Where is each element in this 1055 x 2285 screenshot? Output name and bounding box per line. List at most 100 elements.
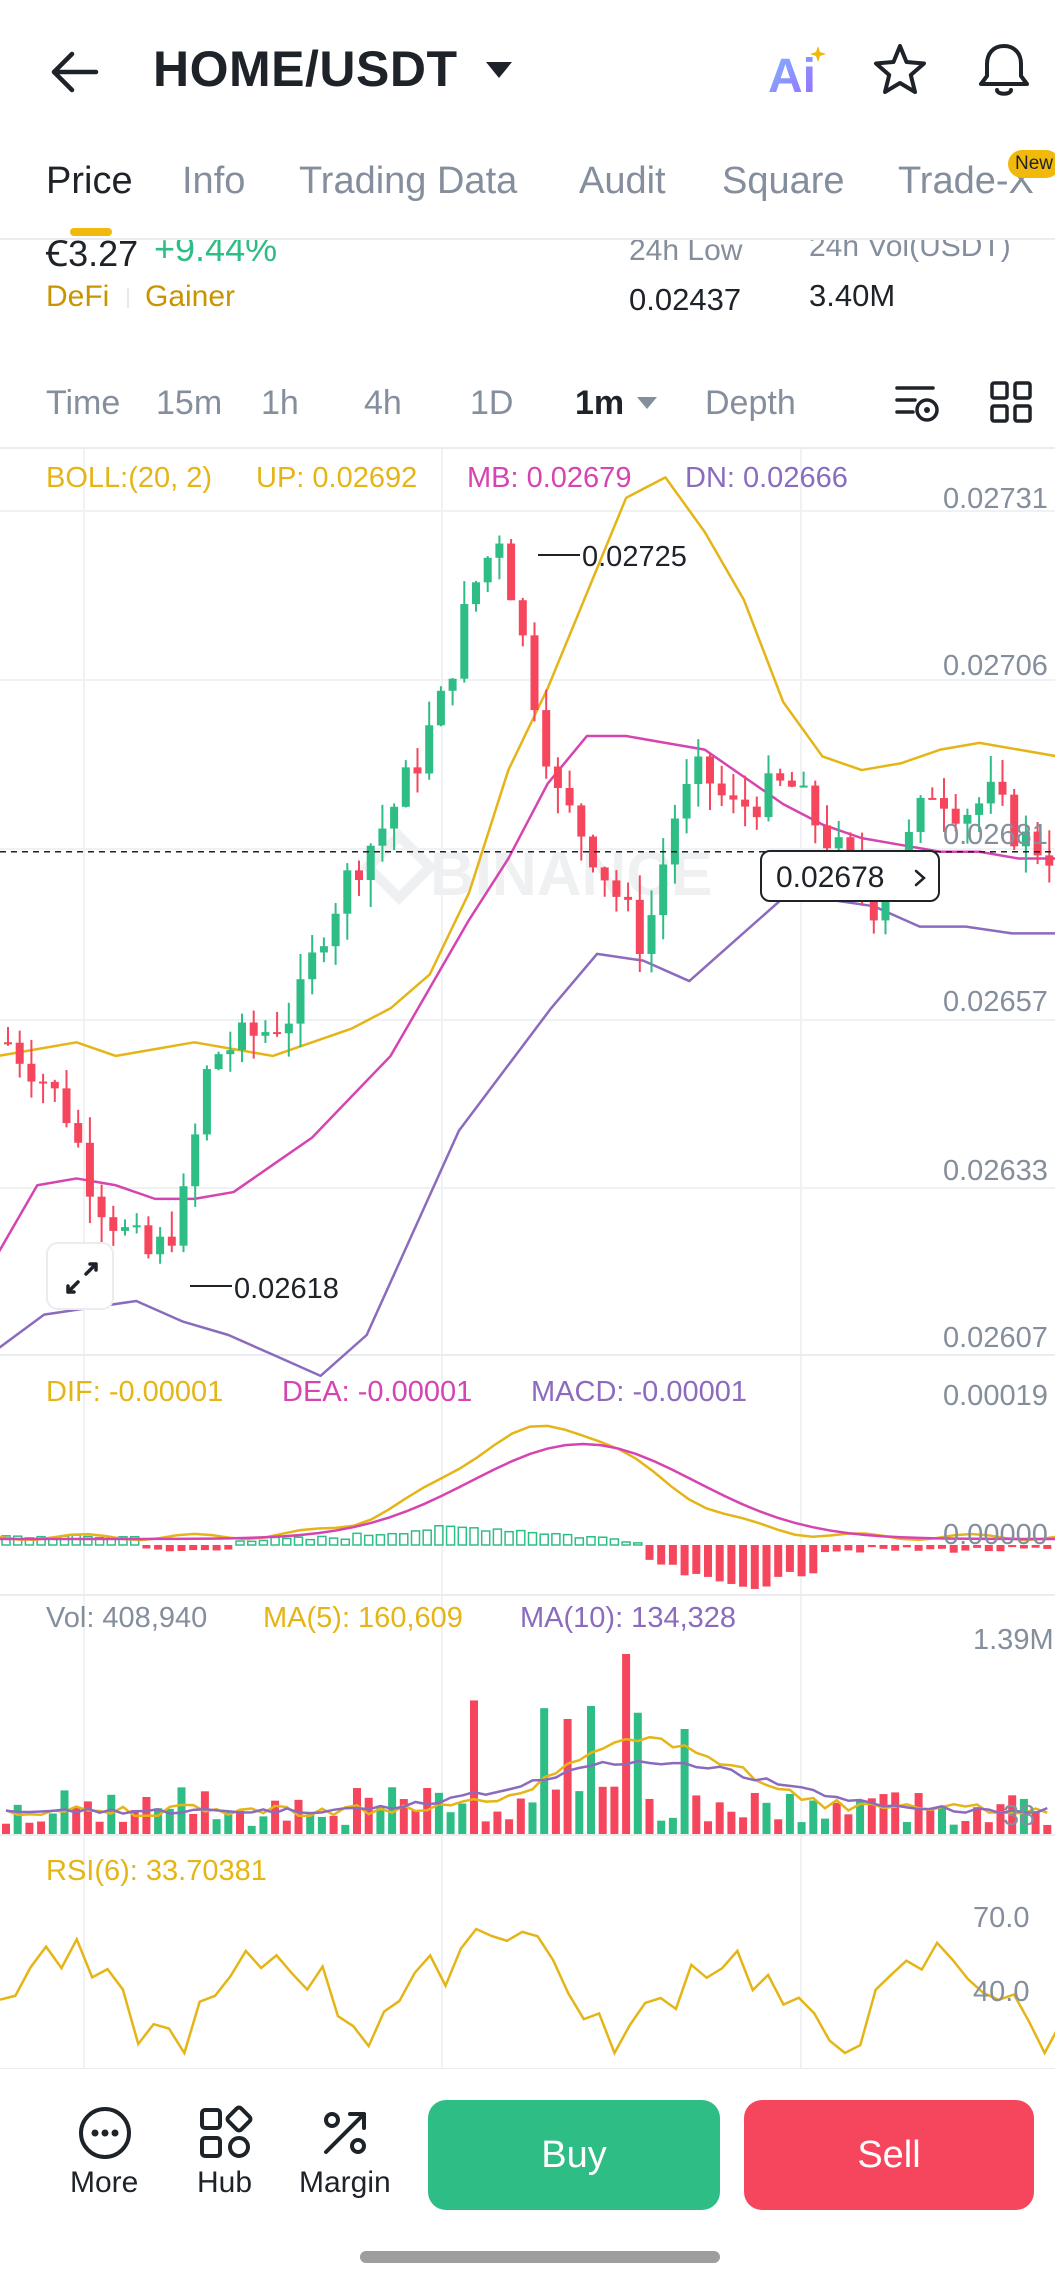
macd-dif-value[interactable]: DIF: -0.00001 (46, 1376, 224, 1408)
boll-label[interactable]: BOLL:(20, 2) (46, 462, 213, 494)
macd-bar (410, 1530, 421, 1546)
candle-body (483, 557, 492, 583)
pair-title[interactable]: HOME/USDT (153, 41, 458, 97)
fullscreen-button[interactable] (46, 1242, 114, 1310)
sell-button[interactable]: Sell (744, 2100, 1034, 2210)
buy-button[interactable]: Buy (428, 2100, 720, 2210)
nav-more-label[interactable]: More (70, 2166, 139, 2199)
bell-icon[interactable] (975, 40, 1033, 100)
interval-15m[interactable]: 15m (156, 384, 223, 422)
candle-body (448, 678, 457, 691)
hub-icon[interactable] (196, 2104, 254, 2162)
candle-body (869, 890, 878, 921)
volume-bar (247, 1825, 256, 1834)
watermark-logo (360, 828, 438, 906)
tab-price-label[interactable]: Price (46, 160, 133, 202)
tag-defi[interactable]: DeFi (46, 280, 110, 313)
tag-gainer[interactable]: Gainer (145, 280, 236, 313)
ai-assistant-icon[interactable]: Ai (768, 44, 828, 100)
macd-bar (574, 1537, 585, 1546)
macd-bar (282, 1537, 292, 1546)
watermark-text: BINANCE (430, 840, 712, 909)
nav-hub-label[interactable]: Hub (197, 2166, 253, 2199)
candle-body (530, 635, 539, 711)
volume-bar (821, 1818, 829, 1834)
interval-depth[interactable]: Depth (705, 384, 796, 422)
y-axis-label: 38 (1003, 1800, 1035, 1832)
volume-bar (306, 1814, 315, 1834)
volume-bar (528, 1802, 537, 1834)
volume-bar (376, 1805, 385, 1834)
candlesticks (4, 535, 1054, 1264)
low-marker-label: 0.02618 (234, 1273, 339, 1305)
macd-bar (1008, 1545, 1017, 1548)
volume-bar (645, 1798, 654, 1834)
volume-value[interactable]: Vol: 408,940 (46, 1602, 208, 1634)
nav-margin-label[interactable]: Margin (299, 2166, 391, 2199)
volume-bar (353, 1788, 361, 1834)
interval-4h[interactable]: 4h (364, 384, 402, 422)
macd-bar (177, 1545, 186, 1551)
macd-bar (1019, 1545, 1028, 1549)
volume-bar (844, 1814, 853, 1834)
interval-1m[interactable]: 1m (575, 384, 625, 422)
macd-bar (867, 1545, 876, 1548)
candle-body (635, 899, 644, 954)
volume-bar (1043, 1824, 1052, 1834)
candle-body (167, 1236, 176, 1246)
tab-info-label[interactable]: Info (182, 160, 246, 202)
tab-audit-label[interactable]: Audit (579, 160, 666, 202)
interval-1h[interactable]: 1h (261, 384, 299, 422)
macd-bar (961, 1545, 970, 1551)
macd-bar (340, 1538, 351, 1546)
volume-bar (867, 1798, 876, 1834)
volume-bar (809, 1800, 818, 1834)
tab-square-label[interactable]: Square (722, 160, 845, 202)
margin-icon[interactable] (316, 2104, 374, 2162)
candle-body (647, 915, 656, 954)
volume-bar (984, 1822, 993, 1834)
interval-dropdown-icon[interactable] (636, 395, 658, 411)
price-markers: 0.02725 0.02618 (0, 541, 1055, 1305)
volume-bar (259, 1816, 268, 1834)
macd-bar (785, 1545, 794, 1572)
boll-dn-line (0, 898, 1055, 1378)
volume-bar (797, 1822, 806, 1834)
volume-bar (727, 1811, 736, 1834)
candle-body (39, 1081, 48, 1084)
candle-body (799, 785, 808, 788)
candle-body (846, 837, 855, 857)
rsi-value[interactable]: RSI(6): 33.70381 (46, 1855, 267, 1887)
volume-bar (657, 1820, 666, 1834)
last-price-tag[interactable]: 0.02678 (760, 850, 940, 902)
layout-grid-icon[interactable] (989, 380, 1033, 424)
macd-bar (832, 1545, 841, 1552)
volume-bar (750, 1792, 759, 1834)
volume-bar (154, 1808, 163, 1834)
interval-time[interactable]: Time (46, 384, 121, 422)
volume-bar (610, 1786, 619, 1834)
y-axis-label: 0.00000 (943, 1519, 1048, 1551)
interval-1d[interactable]: 1D (470, 384, 514, 422)
volume-bar (704, 1821, 712, 1834)
tab-trading-data-label[interactable]: Trading Data (299, 160, 518, 202)
indicator-settings-icon[interactable] (893, 378, 941, 426)
favorite-star-icon[interactable] (872, 42, 928, 98)
volume-bar (388, 1787, 397, 1834)
macd-bar (317, 1535, 327, 1546)
back-arrow-icon[interactable] (46, 44, 102, 100)
macd-bar (165, 1545, 174, 1552)
macd-bar (59, 1535, 70, 1546)
volume-bar (692, 1795, 701, 1834)
candle-body (413, 767, 422, 774)
chevron-down-icon[interactable] (484, 58, 514, 82)
volume-panel (2, 1654, 1052, 1834)
home-indicator (360, 2251, 720, 2263)
y-axis-label: 0.00019 (943, 1380, 1048, 1412)
volume-bar (891, 1792, 900, 1834)
more-icon[interactable] (76, 2104, 134, 2162)
candle-body (764, 773, 773, 818)
macd-bar (212, 1545, 221, 1551)
active-tab-indicator (70, 228, 112, 236)
